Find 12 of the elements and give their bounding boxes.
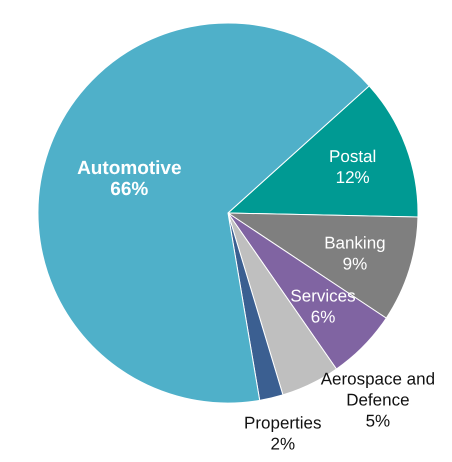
data-label: 6%: [310, 307, 336, 326]
data-label: 12%: [336, 168, 370, 187]
data-label: 2%: [270, 434, 296, 454]
slice-label: Postal: [329, 146, 376, 166]
slice-label: Aerospace and Defence: [320, 368, 436, 409]
data-label: 5%: [366, 410, 390, 430]
slice-label: Automotive: [77, 158, 182, 179]
data-label: 9%: [342, 254, 368, 273]
data-label: 66%: [110, 178, 148, 200]
slice-label: Banking: [324, 232, 386, 252]
slice-label: Properties: [244, 413, 322, 432]
slice-label: Services: [290, 286, 356, 306]
